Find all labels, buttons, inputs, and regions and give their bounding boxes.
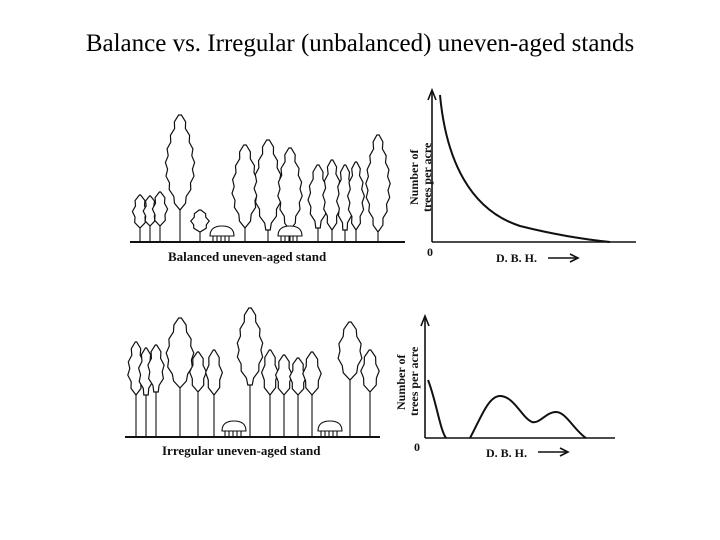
irregular-tree-crown bbox=[236, 307, 264, 386]
balanced-ylabel-2: trees per acre bbox=[420, 142, 434, 212]
balanced-tree-crown bbox=[365, 134, 391, 234]
balanced-xlabel-arrow-head bbox=[569, 253, 580, 263]
balanced-ylabel-1: Number of bbox=[407, 149, 421, 205]
balanced-tree-crown bbox=[231, 144, 259, 229]
irregular-tree-crown bbox=[147, 344, 165, 393]
irregular-tree-crown bbox=[260, 349, 280, 396]
irregular-shrub bbox=[317, 420, 343, 432]
irregular-origin-label: 0 bbox=[414, 440, 420, 454]
irregular-ylabel-2: trees per acre bbox=[407, 346, 421, 416]
balanced-tree-crown bbox=[277, 147, 303, 231]
balanced-tree-crown bbox=[151, 191, 169, 227]
irregular-tree-crown bbox=[337, 321, 363, 381]
balanced-tree-crown bbox=[322, 159, 342, 232]
balanced-shrub bbox=[277, 225, 303, 237]
irregular-tree-crown bbox=[274, 354, 294, 396]
balanced-shrub bbox=[209, 225, 235, 237]
balanced-curve bbox=[439, 94, 611, 243]
irregular-tree-crown bbox=[204, 349, 224, 396]
irregular-shrub bbox=[221, 420, 247, 432]
balanced-tree-crown bbox=[142, 195, 158, 227]
balanced-trees bbox=[131, 114, 391, 242]
balanced-xlabel: D. B. H. bbox=[496, 251, 537, 265]
irregular-stand-illustration: Irregular uneven-aged stand bbox=[125, 307, 380, 458]
balanced-tree-crown bbox=[346, 161, 366, 232]
balanced-caption: Balanced uneven-aged stand bbox=[168, 249, 327, 264]
irregular-tree-crown bbox=[165, 317, 195, 389]
balanced-tree-crown bbox=[131, 194, 149, 229]
balanced-stand-illustration: Balanced uneven-aged stand bbox=[130, 114, 405, 264]
balanced-tree-crown bbox=[253, 139, 283, 231]
irregular-tree-crown bbox=[302, 351, 322, 396]
irregular-distribution-chart: Number of trees per acre 0 D. B. H. bbox=[394, 313, 615, 460]
irregular-tree-crown bbox=[188, 351, 208, 393]
irregular-y-arrow bbox=[420, 313, 430, 327]
balanced-tree-crown bbox=[190, 209, 210, 233]
balanced-tree-crown bbox=[164, 114, 196, 211]
irregular-caption: Irregular uneven-aged stand bbox=[162, 443, 321, 458]
irregular-curve-right bbox=[469, 394, 587, 439]
irregular-ylabel-1: Number of bbox=[394, 354, 408, 410]
irregular-trees bbox=[127, 307, 380, 437]
balanced-y-arrow bbox=[427, 87, 437, 101]
balanced-distribution-chart: Number of trees per acre 0 D. B. H. bbox=[407, 87, 636, 265]
irregular-curve-left bbox=[427, 379, 447, 439]
balanced-origin-label: 0 bbox=[427, 245, 433, 259]
irregular-xlabel-arrow-head bbox=[559, 447, 570, 457]
irregular-xlabel: D. B. H. bbox=[486, 446, 527, 460]
slide-title: Balance vs. Irregular (unbalanced) uneve… bbox=[85, 30, 635, 57]
irregular-tree-crown bbox=[360, 349, 380, 393]
irregular-tree-crown bbox=[288, 357, 308, 396]
